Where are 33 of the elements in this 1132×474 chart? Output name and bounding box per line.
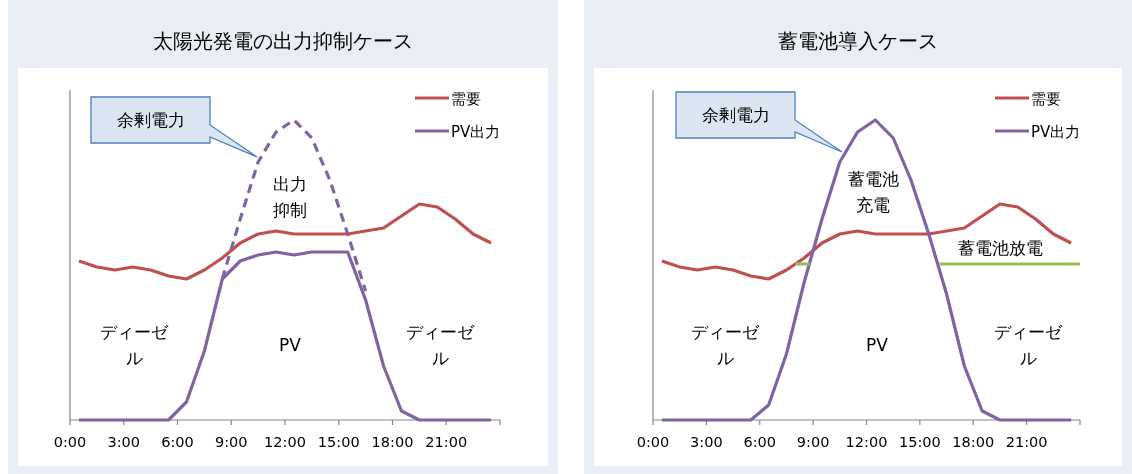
chart-title: 蓄電池導入ケース [778, 29, 938, 53]
x-tick-label: 0:00 [636, 434, 670, 450]
legend-label: 需要 [451, 90, 481, 108]
x-tick-label: 0:00 [53, 434, 87, 450]
x-tick-label: 6:00 [161, 434, 194, 450]
x-tick-label: 12:00 [845, 434, 888, 450]
x-tick-label: 18:00 [371, 434, 414, 450]
x-tick-label: 9:00 [214, 434, 248, 450]
annotation: 余剰電力 [701, 105, 770, 125]
x-tick-label: 3:00 [107, 434, 141, 450]
annotation: PV [866, 335, 889, 355]
annotation: ディーゼル [994, 322, 1063, 368]
x-tick-label: 3:00 [690, 434, 723, 450]
annotation: 蓄電池充電 [847, 169, 899, 215]
annotation: 余剰電力 [116, 110, 185, 130]
x-tick-label: 15:00 [898, 434, 941, 450]
legend-label: PV出力 [1031, 123, 1081, 141]
x-tick-label: 18:00 [952, 434, 995, 450]
legend-label: 需要 [1031, 90, 1061, 108]
annotation: ディーゼル [691, 322, 760, 368]
annotation: ディーゼル [406, 322, 475, 368]
annotation: PV [279, 335, 302, 355]
x-tick-label: 21:00 [425, 434, 468, 450]
legend-label: PV出力 [451, 123, 501, 141]
x-tick-label: 6:00 [743, 434, 777, 450]
x-tick-label: 15:00 [317, 434, 360, 450]
x-tick-label: 21:00 [1005, 434, 1048, 450]
annotation: ディーゼル [100, 322, 169, 368]
x-tick-label: 9:00 [796, 434, 830, 450]
x-tick-label: 12:00 [264, 434, 306, 450]
annotation: 蓄電池放電 [957, 238, 1043, 258]
chart-title: 太陽光発電の出力抑制ケース [153, 29, 413, 53]
annotation: 出力抑制 [273, 174, 307, 220]
